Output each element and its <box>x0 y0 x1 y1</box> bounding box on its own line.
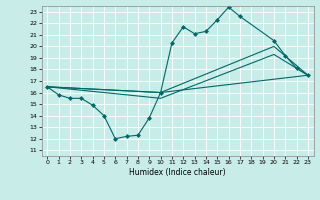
X-axis label: Humidex (Indice chaleur): Humidex (Indice chaleur) <box>129 168 226 177</box>
